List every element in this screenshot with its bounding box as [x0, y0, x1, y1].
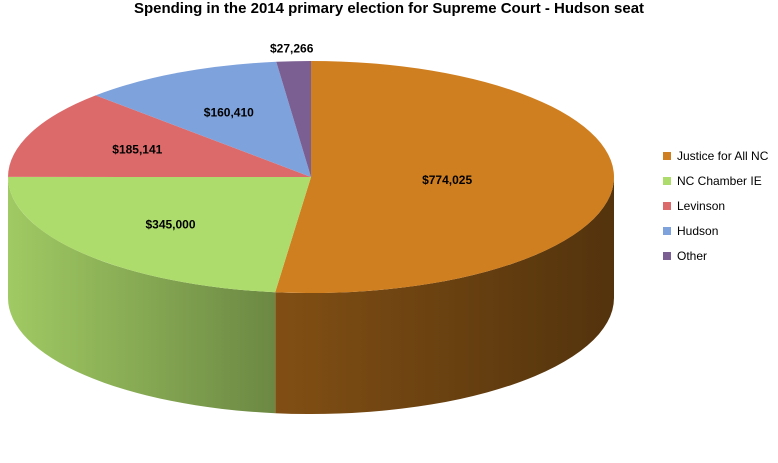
legend: Justice for All NC NC Chamber IE Levinson H… — [663, 143, 768, 268]
legend-item-other: Other — [663, 243, 768, 268]
slice-other — [276, 61, 311, 177]
legend-item-levinson: Levinson — [663, 193, 768, 218]
side-nc-chamber-ie — [8, 177, 276, 414]
slice-hudson — [95, 61, 312, 178]
slice-levinson — [8, 95, 311, 177]
value-label-justice-for-all-nc: $774,025 — [422, 173, 472, 187]
pie-top — [8, 61, 614, 293]
legend-swatch — [663, 226, 671, 235]
legend-label: Other — [677, 248, 708, 263]
legend-swatch — [663, 251, 671, 260]
legend-item-justice-for-all-nc: Justice for All NC — [663, 143, 768, 168]
slice-nc-chamber-ie — [8, 176, 312, 293]
legend-item-nc-chamber-ie: NC Chamber IE — [663, 168, 768, 193]
side-justice-for-all-nc — [275, 177, 614, 414]
legend-item-hudson: Hudson — [663, 218, 768, 243]
value-label-other: $27,266 — [270, 42, 314, 56]
legend-swatch — [663, 176, 671, 185]
value-label-levinson: $185,141 — [112, 143, 162, 157]
pie-sides — [8, 177, 614, 414]
value-label-nc-chamber-ie: $345,000 — [145, 218, 195, 232]
legend-label: NC Chamber IE — [677, 173, 762, 188]
slice-labels: $774,025 $345,000 $185,141 $160,410 $27,266 — [112, 42, 472, 232]
legend-label: Levinson — [677, 198, 726, 213]
legend-swatch — [663, 151, 671, 160]
chart-title: Spending in the 2014 primary election fo… — [133, 0, 645, 17]
slice-justice-for-all-nc — [275, 61, 614, 293]
value-label-hudson: $160,410 — [204, 105, 254, 119]
legend-swatch — [663, 201, 671, 210]
legend-label: Hudson — [677, 223, 719, 238]
legend-label: Justice for All NC — [677, 148, 769, 163]
